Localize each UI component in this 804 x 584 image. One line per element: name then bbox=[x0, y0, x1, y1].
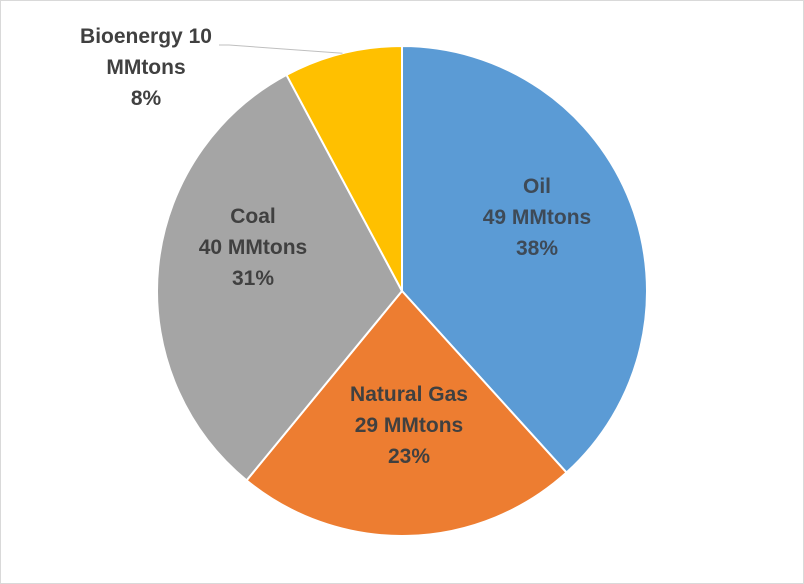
data-label-line: 31% bbox=[232, 267, 274, 290]
data-label-line: 40 MMtons bbox=[199, 236, 308, 259]
leader-line-bioenergy bbox=[219, 44, 343, 54]
data-label-line: 29 MMtons bbox=[355, 414, 464, 437]
leader-lines bbox=[219, 44, 343, 54]
data-label-line: 8% bbox=[131, 87, 162, 110]
pie-slice-oil bbox=[401, 44, 648, 474]
data-label-line: Bioenergy 10 bbox=[80, 25, 212, 48]
data-label-oil: Oil 49 MMtons 38% bbox=[483, 175, 592, 260]
data-label-coal: Coal 40 MMtons 31% bbox=[199, 205, 308, 290]
data-label-line: Natural Gas bbox=[350, 383, 468, 406]
data-label-line: 23% bbox=[388, 445, 430, 468]
data-label-natural-gas: Natural Gas 29 MMtons 23% bbox=[350, 383, 468, 468]
data-label-line: 38% bbox=[516, 237, 558, 260]
pie-slice-coal bbox=[156, 73, 404, 482]
data-label-line: Oil bbox=[523, 175, 551, 198]
data-label-line: 49 MMtons bbox=[483, 206, 592, 229]
data-label-line: MMtons bbox=[106, 56, 185, 79]
data-label-bioenergy: Bioenergy 10 MMtons 8% bbox=[80, 25, 212, 110]
pie-slices bbox=[156, 44, 648, 537]
data-labels: Oil 49 MMtons 38% Natural Gas 29 MMtons 23% Co… bbox=[80, 25, 591, 468]
data-label-line: Coal bbox=[230, 205, 276, 228]
pie-slice-natural-gas bbox=[245, 289, 568, 537]
